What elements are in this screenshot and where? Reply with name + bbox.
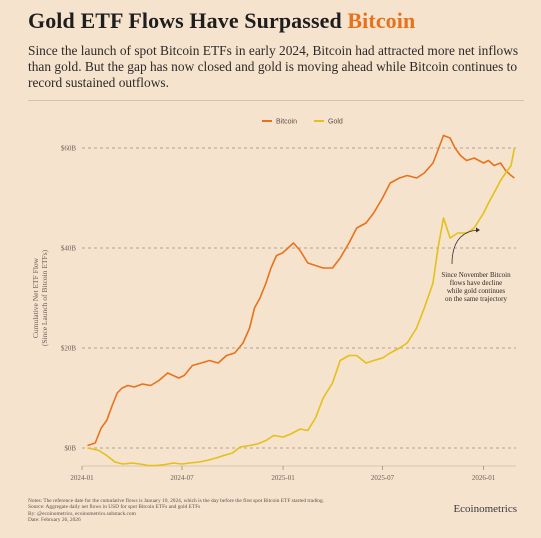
note-line: Source: Aggregate daily net flows in USD… <box>28 504 201 511</box>
legend-label: Gold <box>328 119 343 126</box>
y-tick-label: $20B <box>61 345 77 353</box>
series-line-bitcoin <box>87 134 515 447</box>
footer-notes: Notes: The reference date for the cumula… <box>28 498 324 524</box>
x-axis-ticks: 2024-01 2024-07 2025-01 2025-07 2026-01 <box>70 465 516 482</box>
series-lines <box>87 134 516 467</box>
grid-lines <box>82 147 516 449</box>
chart-title: Gold ETF Flows Have Surpassed Bitcoin <box>28 8 415 34</box>
y-tick-label: $0B <box>64 445 76 453</box>
legend-label: Bitcoin <box>276 119 297 126</box>
annotation-text-line: flows have decline <box>450 279 502 287</box>
annotation-text-line: Since November Bitcoin <box>441 271 511 279</box>
x-tick-label: 2025-01 <box>271 474 295 482</box>
note-line: By: @ecoinometrics, ecoinometrics.substa… <box>28 510 136 517</box>
x-tick-label: 2024-07 <box>170 474 194 482</box>
chart-subtitle: Since the launch of spot Bitcoin ETFs in… <box>28 43 519 91</box>
legend: Bitcoin Gold <box>262 119 343 126</box>
y-axis-ticks: $0B $20B $40B $60B <box>61 145 77 453</box>
y-axis-label: Cumulative Net ETF Flow <box>31 257 40 338</box>
title-main: Gold ETF Flows Have Surpassed <box>28 8 348 33</box>
y-tick-label: $60B <box>61 145 77 153</box>
note-line: Date: February 26, 2026 <box>28 517 81 524</box>
header-divider <box>28 100 524 101</box>
x-tick-label: 2024-01 <box>70 474 94 482</box>
x-tick-label: 2026-01 <box>472 474 496 482</box>
y-tick-label: $40B <box>61 245 77 253</box>
x-tick-label: 2025-07 <box>371 474 395 482</box>
annotation-arrowhead <box>476 227 480 233</box>
note-line: Notes: The reference date for the cumula… <box>28 498 325 504</box>
annotation-text-line: while gold continues <box>447 287 506 295</box>
title-accent: Bitcoin <box>347 8 416 33</box>
y-axis-sublabel: (Since Launch of Bitcoin ETFs) <box>40 249 49 346</box>
brand-name: Ecoinometrics <box>453 503 517 515</box>
series-line-gold <box>87 147 516 467</box>
annotation-arrow <box>451 229 479 265</box>
annotation-text-line: on the same trajectory <box>445 295 508 303</box>
